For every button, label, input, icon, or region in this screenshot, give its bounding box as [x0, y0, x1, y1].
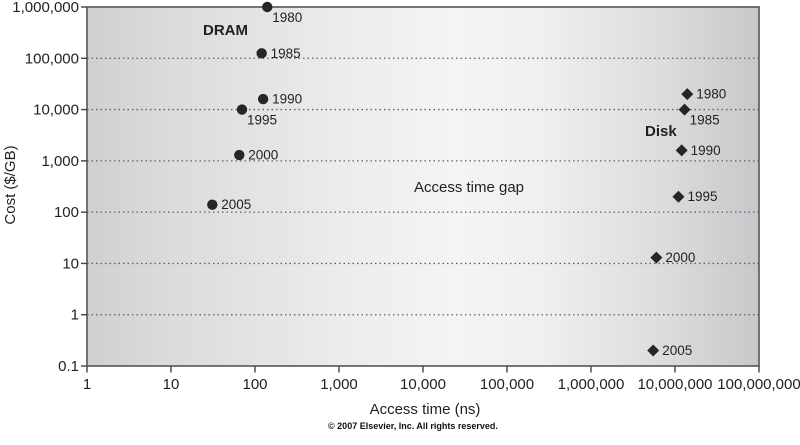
x-tick-label-10,000,000: 10,000,000	[637, 376, 712, 393]
disk-point-1985	[678, 103, 691, 116]
plot-area-background	[87, 7, 759, 366]
dram-point-1995	[236, 104, 248, 115]
dram-point-2000	[234, 149, 245, 161]
disk-point-label-2000: 2000	[665, 250, 695, 265]
disk-point-1980	[681, 88, 694, 101]
disk-point-2005	[647, 344, 660, 357]
y-tick-label-1,000,000: 1,000,000	[12, 0, 79, 16]
y-tick-label-10,000: 10,000	[33, 102, 79, 119]
dram-point-label-2005: 2005	[221, 197, 251, 212]
disk-point-label-2005: 2005	[662, 343, 692, 358]
dram-point-label-2000: 2000	[248, 148, 278, 163]
y-tick-label-100,000: 100,000	[25, 50, 79, 67]
disk-point-label-1980: 1980	[696, 87, 726, 102]
x-tick-label-100,000,000: 100,000,000	[717, 376, 800, 393]
y-tick-label-100: 100	[54, 204, 79, 221]
annotation-disk: Disk	[645, 123, 677, 140]
disk-point-label-1985: 1985	[690, 113, 720, 128]
dram-point-2005	[207, 199, 218, 210]
x-tick-label-10: 10	[163, 376, 180, 393]
dram-point-label-1990: 1990	[272, 92, 302, 107]
dram-point-label-1980: 1980	[272, 10, 302, 25]
disk-point-1990	[675, 144, 688, 157]
dram-point-label-1995: 1995	[247, 113, 277, 128]
x-axis-title: Access time (ns)	[369, 401, 481, 418]
x-tick-label-1,000,000: 1,000,000	[558, 376, 625, 393]
annotation-access-time-gap: Access time gap	[414, 179, 524, 196]
y-tick-label-1: 1	[71, 307, 79, 324]
copyright-notice: © 2007 Elsevier, Inc. All rights reserve…	[328, 421, 498, 431]
dram-point-1985	[256, 48, 267, 59]
x-tick-label-1: 1	[83, 376, 91, 393]
x-tick-label-1,000: 1,000	[320, 376, 358, 393]
y-axis-title: Cost ($/GB)	[2, 145, 19, 225]
x-tick-label-100,000: 100,000	[480, 376, 534, 393]
disk-point-1995	[672, 190, 685, 203]
y-tick-label-0.1: 0.1	[58, 358, 79, 375]
disk-point-label-1990: 1990	[691, 143, 721, 158]
y-tick-label-1,000: 1,000	[41, 153, 79, 170]
annotation-dram: DRAM	[203, 22, 248, 39]
dram-point-1980	[262, 1, 273, 13]
x-tick-label-10,000: 10,000	[400, 376, 446, 393]
x-tick-label-100: 100	[242, 376, 267, 393]
dram-point-1990	[257, 93, 269, 105]
disk-point-label-1995: 1995	[687, 189, 717, 204]
dram-point-label-1985: 1985	[271, 46, 301, 61]
y-tick-label-10: 10	[62, 255, 79, 272]
disk-point-2000	[650, 251, 663, 264]
